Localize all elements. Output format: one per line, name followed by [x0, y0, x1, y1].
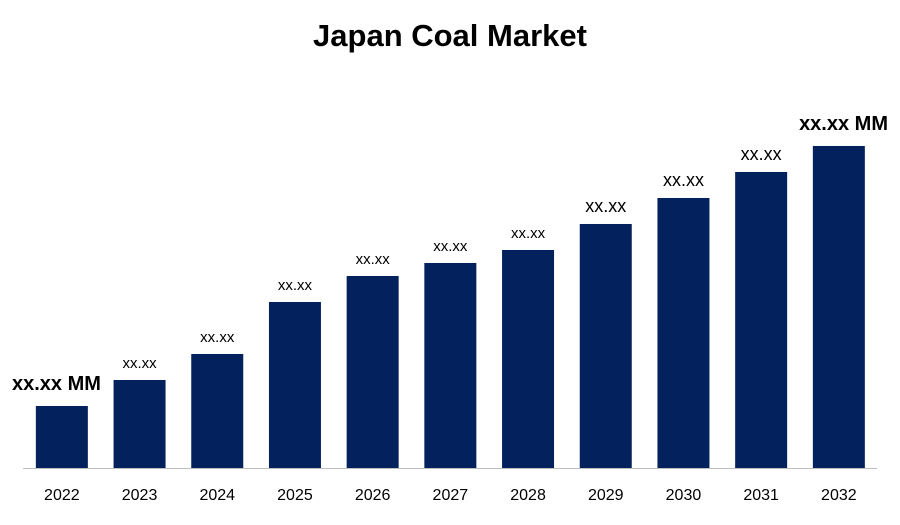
bar-2023: [113, 379, 166, 468]
x-tick-label-2030: 2030: [666, 487, 702, 504]
bar-2029: [579, 223, 632, 468]
bar-2032: [812, 145, 865, 469]
x-tick-label-2025: 2025: [277, 487, 313, 504]
data-label-2023: xx.xx: [122, 355, 157, 372]
data-label-2029: xx.xx: [585, 196, 626, 216]
x-tick-label-2023: 2023: [122, 487, 158, 504]
bar-2028: [502, 249, 555, 468]
bar-2027: [424, 262, 477, 468]
bar-2025: [268, 301, 321, 468]
data-label-2030: xx.xx: [663, 170, 704, 190]
data-label-2031: xx.xx: [741, 144, 782, 164]
data-label-2022: xx.xx MM: [12, 373, 101, 395]
x-tick-label-2031: 2031: [743, 487, 779, 504]
bar-2031: [735, 171, 788, 468]
data-label-2028: xx.xx: [511, 225, 546, 242]
x-tick-label-2029: 2029: [588, 487, 624, 504]
data-label-2026: xx.xx: [356, 251, 391, 268]
x-tick-label-2026: 2026: [355, 487, 391, 504]
x-tick-label-2024: 2024: [199, 487, 235, 504]
chart-title: Japan Coal Market: [313, 18, 587, 53]
data-label-2025: xx.xx: [278, 277, 313, 294]
bar-2030: [657, 197, 710, 469]
x-tick-label-2022: 2022: [44, 487, 80, 504]
data-label-2027: xx.xx: [433, 238, 468, 255]
bar-2024: [191, 353, 244, 468]
bar-2026: [346, 275, 399, 468]
x-tick-label-2028: 2028: [510, 487, 546, 504]
data-label-2024: xx.xx: [200, 329, 235, 346]
x-tick-label-2032: 2032: [821, 487, 857, 504]
x-tick-label-2027: 2027: [433, 487, 469, 504]
bar-2022: [35, 405, 88, 468]
data-label-2032: xx.xx MM: [799, 113, 888, 135]
